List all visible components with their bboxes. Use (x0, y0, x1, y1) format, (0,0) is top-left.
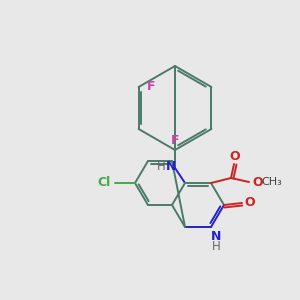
Text: F: F (171, 134, 179, 146)
Text: CH₃: CH₃ (262, 177, 282, 187)
Text: H: H (157, 160, 165, 172)
Text: O: O (245, 196, 255, 209)
Text: N: N (211, 230, 221, 242)
Text: F: F (146, 80, 155, 94)
Text: O: O (253, 176, 263, 188)
Text: Cl: Cl (98, 176, 111, 190)
Text: O: O (230, 149, 240, 163)
Text: N: N (166, 160, 176, 172)
Text: H: H (212, 239, 220, 253)
